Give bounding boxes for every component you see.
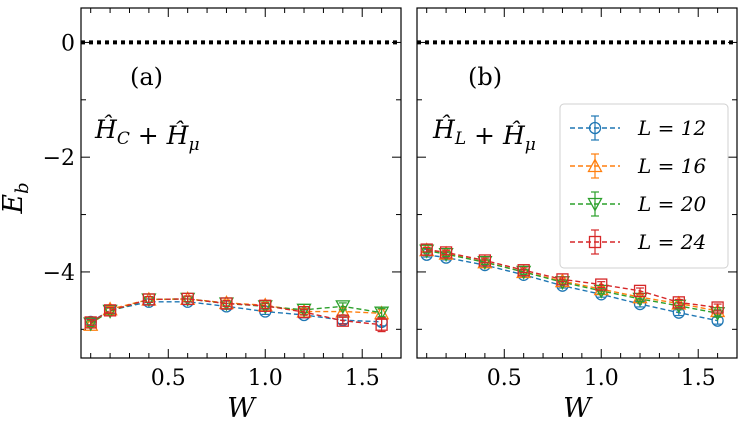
data-point	[297, 305, 311, 319]
data-point	[181, 292, 194, 306]
data-point	[103, 304, 117, 317]
panel-label: (a)	[130, 63, 163, 91]
data-point	[83, 317, 99, 332]
legend-label: L = 20	[637, 192, 706, 216]
x-tick-label: 0.5	[151, 366, 186, 391]
legend: L = 12 L = 16 L = 20 L = 24	[559, 103, 729, 269]
data-point	[633, 284, 647, 298]
legend-marker	[588, 121, 602, 135]
y-axis-title: Eb	[0, 182, 33, 214]
hamiltonian-label-sub-0: L	[454, 129, 466, 149]
legend-label: L = 16	[637, 154, 706, 178]
data-point	[84, 316, 97, 329]
data-point	[556, 273, 569, 286]
data-point	[595, 278, 608, 291]
data-point	[420, 243, 433, 256]
data-point	[375, 318, 388, 331]
data-point	[419, 244, 435, 259]
data-point	[102, 301, 118, 316]
hamiltonian-label-sub-1: μ	[188, 135, 199, 155]
x-axis-title-b: W	[563, 393, 593, 424]
data-point	[259, 299, 272, 312]
data-point	[142, 293, 156, 306]
data-point	[220, 297, 233, 310]
series-3	[420, 243, 724, 314]
hamiltonian-label-term-1: + Ĥ	[466, 121, 526, 150]
hamiltonian-label-sub-1: μ	[525, 135, 536, 155]
axis-titles: W W Eb	[0, 182, 593, 424]
data-point	[672, 296, 685, 309]
legend-marker	[587, 197, 603, 212]
data-point	[335, 300, 351, 315]
hamiltonian-label: ĤL + Ĥμ	[432, 115, 536, 155]
hamiltonian-label-term-0: Ĥ	[94, 115, 118, 144]
panel-a: 0.5 1.0 1.5 0 −2 −4 (a) ĤC + Ĥμ	[43, 7, 402, 391]
data-point	[296, 303, 312, 318]
plot-frame-1	[416, 7, 738, 359]
x-tick-label: 1.5	[681, 366, 716, 391]
data-point	[554, 273, 571, 288]
y-tick-label: −4	[43, 261, 75, 286]
panel-label: (b)	[468, 63, 502, 91]
plot-frame-0	[80, 7, 402, 359]
x-tick-label: 0.5	[487, 366, 522, 391]
y-tick-label: −2	[43, 146, 75, 171]
hamiltonian-label-sub-0: C	[117, 129, 130, 149]
data-point	[593, 281, 609, 296]
legend-label: L = 24	[637, 230, 706, 254]
y-axis-title-sub: b	[12, 182, 33, 194]
y-tick-label: 0	[61, 31, 75, 56]
data-point	[439, 246, 453, 259]
legend-marker	[588, 235, 602, 249]
x-tick-label: 1.0	[248, 366, 283, 391]
series-3	[84, 292, 388, 333]
y-axis-title-main: E	[0, 194, 29, 215]
data-point	[711, 301, 724, 314]
legend-label: L = 12	[637, 116, 706, 140]
hamiltonian-label: ĤC + Ĥμ	[94, 115, 200, 155]
hamiltonian-label-term-0: Ĥ	[432, 115, 456, 144]
data-point	[478, 254, 492, 267]
x-tick-label: 1.0	[584, 366, 619, 391]
x-axis-title-a: W	[227, 393, 257, 424]
panel-b: 0.5 1.0 1.5 (b) ĤL + Ĥμ	[416, 7, 738, 391]
x-tick-label: 1.5	[345, 366, 380, 391]
data-point	[374, 306, 390, 321]
data-point	[517, 264, 530, 277]
legend-box	[559, 103, 729, 269]
hamiltonian-label-term-1: + Ĥ	[130, 121, 190, 150]
legend-marker	[587, 158, 603, 173]
data-point	[336, 314, 349, 327]
